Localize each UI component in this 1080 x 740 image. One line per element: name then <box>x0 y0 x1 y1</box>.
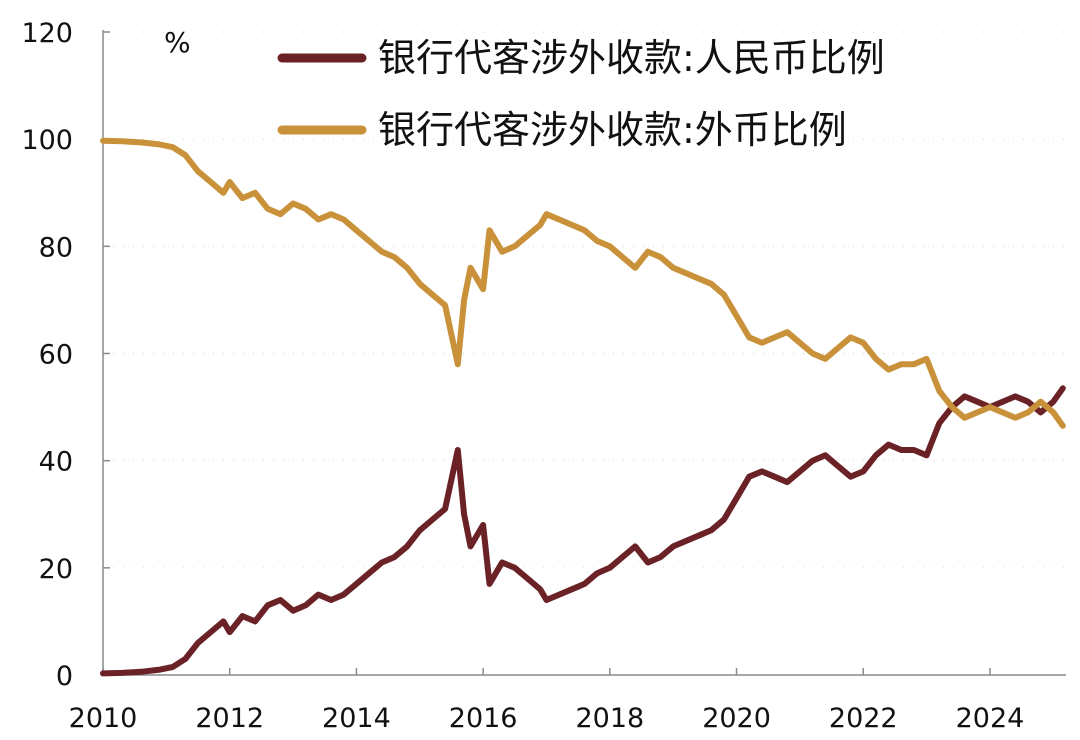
x-tick-label: 2012 <box>195 703 264 734</box>
x-tick-label: 2022 <box>829 703 898 734</box>
x-tick-label: 2020 <box>702 703 771 734</box>
y-tick-label: 20 <box>39 554 73 585</box>
y-tick-label: 120 <box>21 18 73 49</box>
y-tick-label: 40 <box>39 447 73 478</box>
y-axis-ticks: 0 20 40 60 80 100 120 <box>21 18 110 692</box>
x-tick-label: 2024 <box>956 703 1025 734</box>
x-tick-label: 2010 <box>69 703 138 734</box>
x-tick-label: 2016 <box>449 703 518 734</box>
series-line-foreign <box>100 137 1066 429</box>
x-axis-ticks: 2010 2012 2014 2016 2018 2020 2022 2024 <box>69 668 1025 734</box>
series-line-rmb <box>100 385 1066 677</box>
y-tick-label: 100 <box>21 125 73 156</box>
legend-label: 银行代客涉外收款:人民币比例 <box>378 36 885 80</box>
y-unit-label: % <box>164 26 191 59</box>
legend-label: 银行代客涉外收款:外币比例 <box>378 108 847 152</box>
series-group <box>100 137 1066 677</box>
y-tick-label: 60 <box>39 340 73 371</box>
y-tick-label: 80 <box>39 232 73 263</box>
grid-lines <box>103 31 1066 569</box>
x-tick-label: 2018 <box>575 703 644 734</box>
y-tick-label: 0 <box>56 661 73 692</box>
x-tick-label: 2014 <box>322 703 391 734</box>
